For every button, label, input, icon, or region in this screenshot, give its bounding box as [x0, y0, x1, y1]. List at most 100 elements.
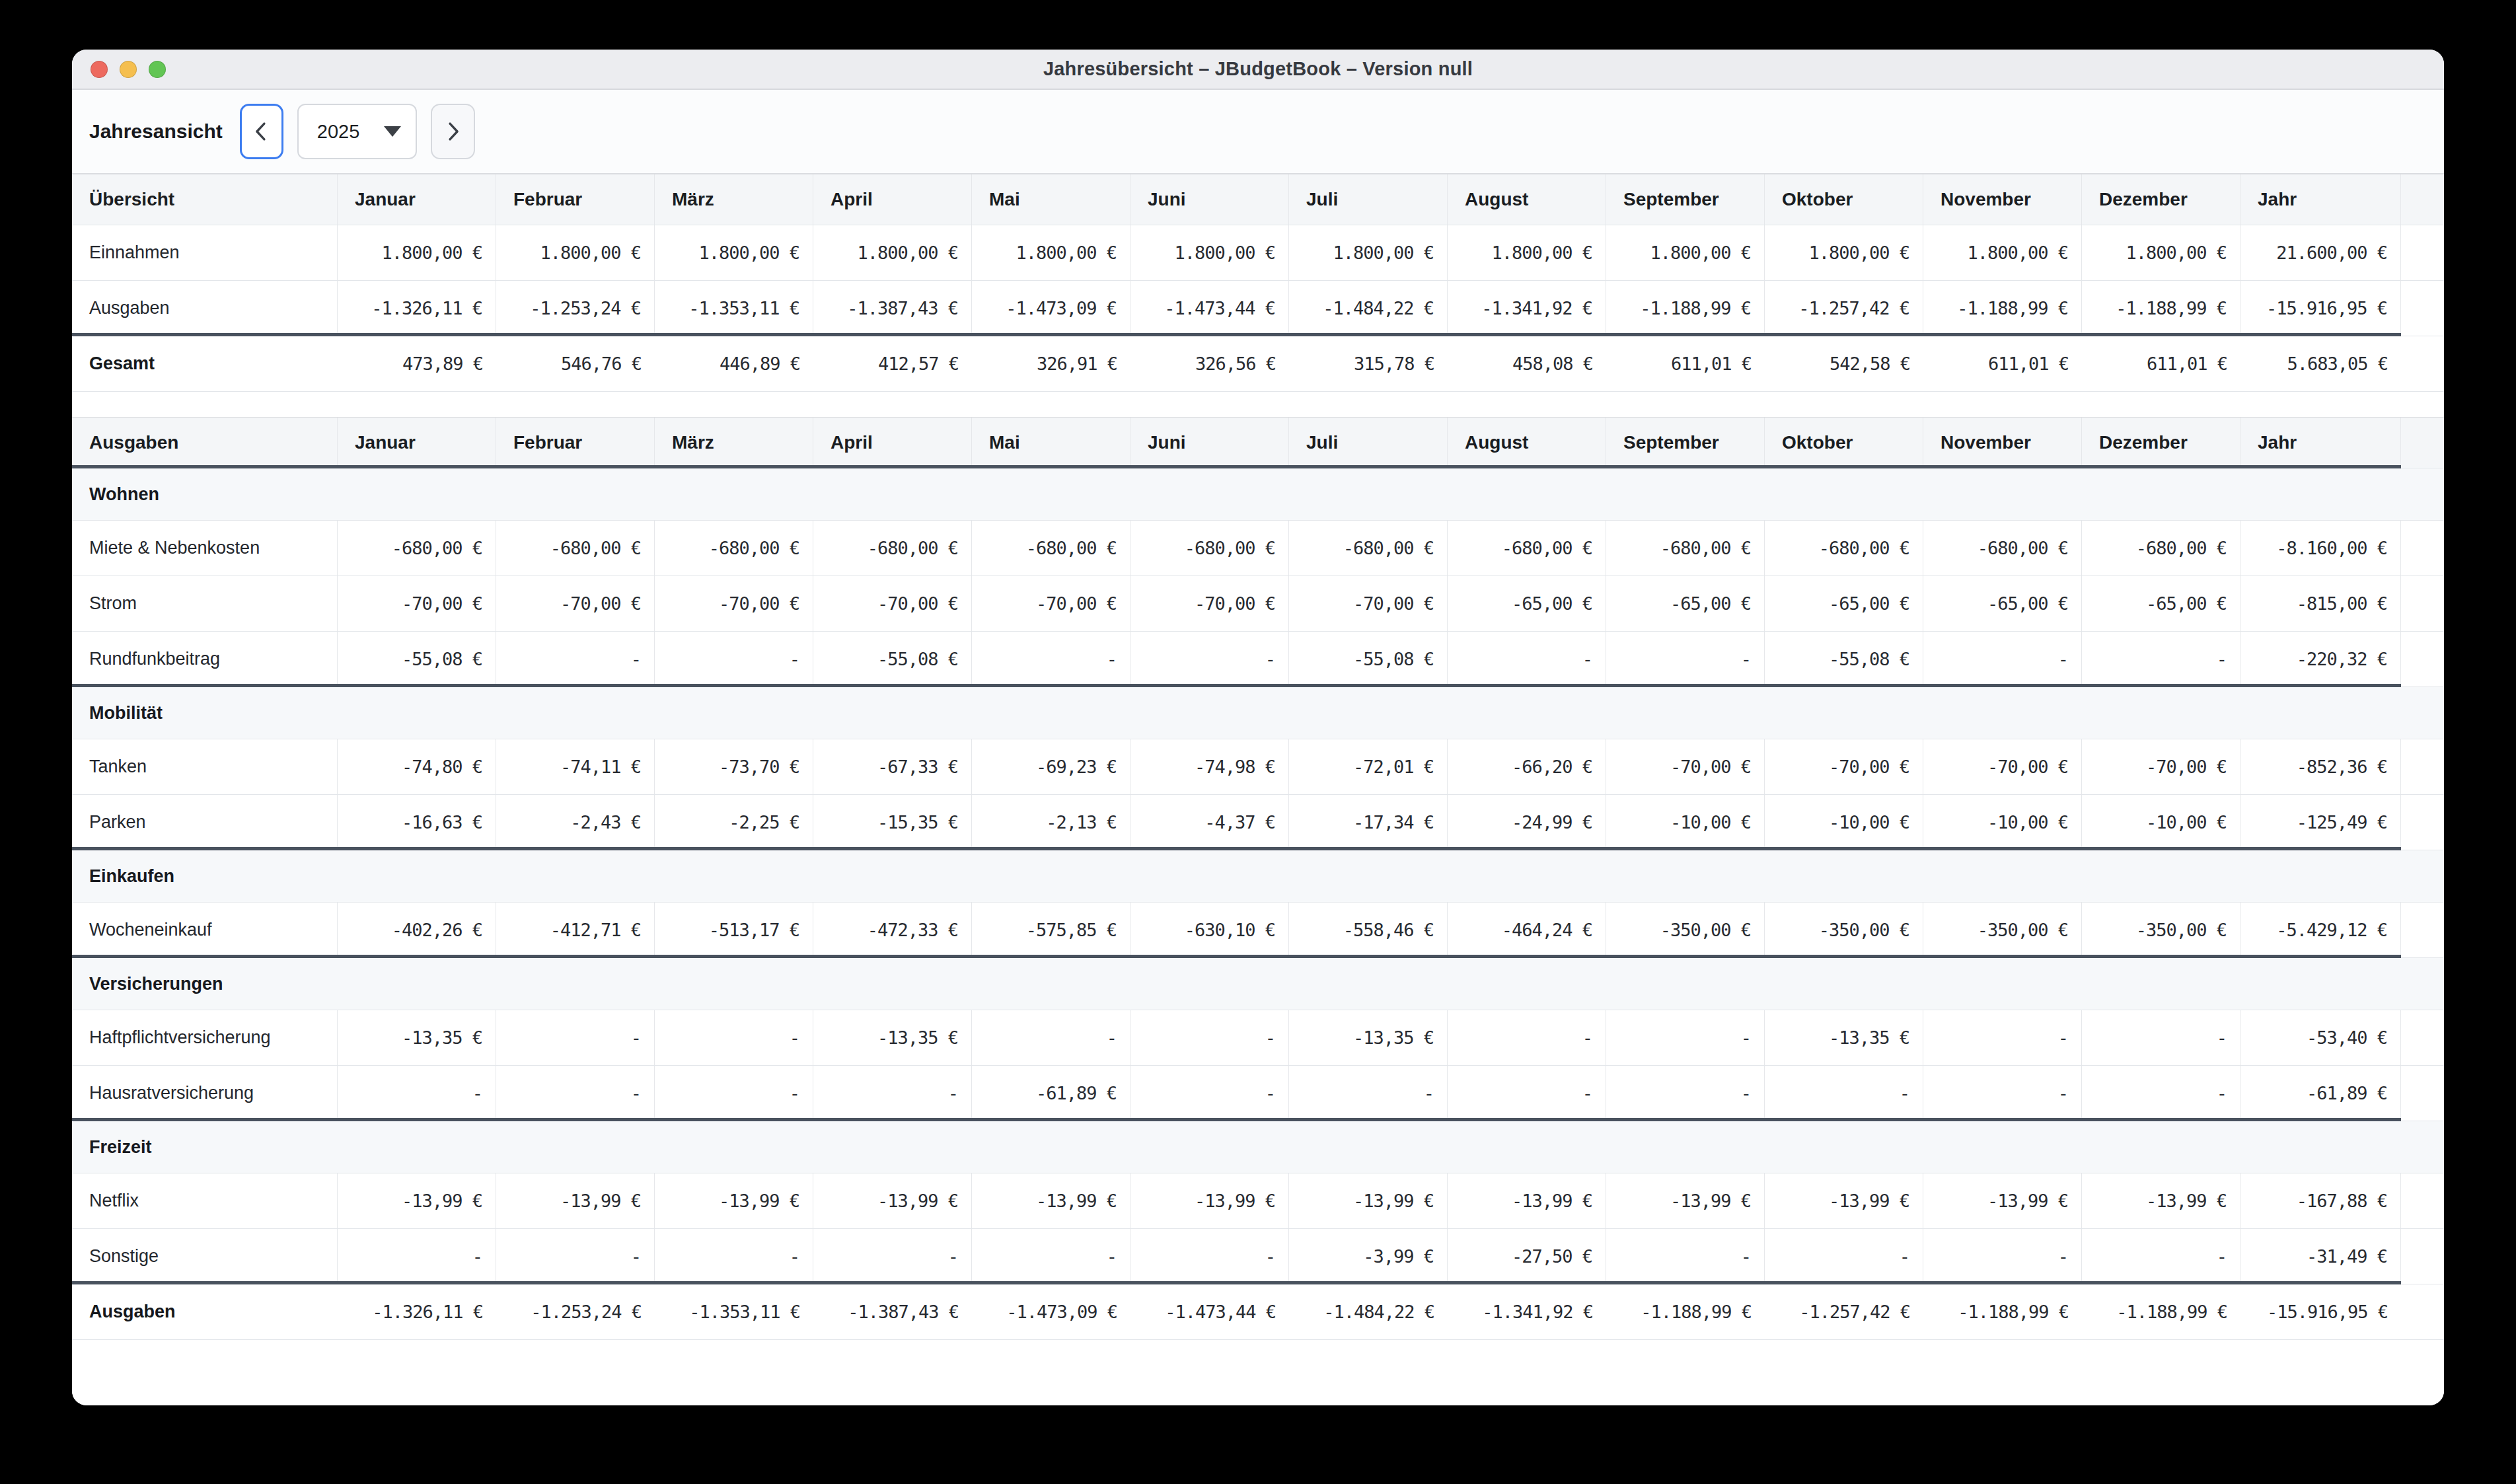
amount-cell[interactable]: -70,00 € [2082, 739, 2240, 794]
amount-cell[interactable]: -402,26 € [338, 903, 496, 957]
amount-cell[interactable]: - [655, 1010, 813, 1065]
amount-cell[interactable]: - [338, 1229, 496, 1284]
amount-cell[interactable]: 5.683,05 € [2240, 336, 2401, 391]
amount-cell[interactable]: -10,00 € [1606, 795, 1765, 850]
category-label[interactable]: Einkaufen [72, 850, 2444, 902]
amount-cell[interactable]: -13,99 € [655, 1173, 813, 1228]
amount-cell[interactable]: -15,35 € [813, 795, 972, 850]
amount-cell[interactable]: -8.160,00 € [2240, 521, 2401, 575]
amount-cell[interactable]: - [496, 1066, 655, 1121]
amount-cell[interactable]: 611,01 € [1606, 336, 1765, 391]
amount-cell[interactable]: -65,00 € [1448, 576, 1606, 631]
amount-cell[interactable]: -1.188,99 € [1923, 281, 2082, 336]
amount-cell[interactable]: - [1606, 1229, 1765, 1284]
amount-cell[interactable]: -13,99 € [1606, 1173, 1765, 1228]
amount-cell[interactable]: -13,99 € [2082, 1173, 2240, 1228]
amount-cell[interactable]: - [1923, 1010, 2082, 1065]
amount-cell[interactable]: -15.916,95 € [2240, 1284, 2401, 1339]
amount-cell[interactable]: - [1606, 1066, 1765, 1121]
amount-cell[interactable]: -1.188,99 € [2082, 1284, 2240, 1339]
previous-year-button[interactable] [240, 104, 283, 159]
amount-cell[interactable]: -852,36 € [2240, 739, 2401, 794]
amount-cell[interactable]: -680,00 € [1606, 521, 1765, 575]
amount-cell[interactable]: -1.188,99 € [2082, 281, 2240, 336]
amount-cell[interactable]: 1.800,00 € [496, 225, 655, 280]
amount-cell[interactable]: -1.188,99 € [1606, 1284, 1765, 1339]
amount-cell[interactable]: -472,33 € [813, 903, 972, 957]
amount-cell[interactable]: -73,70 € [655, 739, 813, 794]
amount-cell[interactable]: 1.800,00 € [1606, 225, 1765, 280]
amount-cell[interactable]: - [1289, 1066, 1448, 1121]
amount-cell[interactable]: -412,71 € [496, 903, 655, 957]
amount-cell[interactable]: -70,00 € [655, 576, 813, 631]
amount-cell[interactable]: -2,25 € [655, 795, 813, 850]
amount-cell[interactable]: - [1923, 632, 2082, 686]
amount-cell[interactable]: -55,08 € [813, 632, 972, 686]
amount-cell[interactable]: -10,00 € [2082, 795, 2240, 850]
amount-cell[interactable]: - [2082, 1010, 2240, 1065]
amount-cell[interactable]: -13,99 € [1130, 1173, 1289, 1228]
amount-cell[interactable]: -70,00 € [1765, 739, 1923, 794]
amount-cell[interactable]: 326,91 € [972, 336, 1130, 391]
amount-cell[interactable]: -27,50 € [1448, 1229, 1606, 1284]
amount-cell[interactable]: -513,17 € [655, 903, 813, 957]
amount-cell[interactable]: -55,08 € [1765, 632, 1923, 686]
amount-cell[interactable]: -1.253,24 € [496, 281, 655, 336]
row-label[interactable]: Ausgaben [72, 1284, 338, 1339]
row-label[interactable]: Hausratversicherung [72, 1066, 338, 1121]
amount-cell[interactable]: -1.341,92 € [1448, 1284, 1606, 1339]
amount-cell[interactable]: -125,49 € [2240, 795, 2401, 850]
amount-cell[interactable]: -70,00 € [813, 576, 972, 631]
amount-cell[interactable]: - [655, 632, 813, 686]
amount-cell[interactable]: -70,00 € [1130, 576, 1289, 631]
amount-cell[interactable]: -1.473,44 € [1130, 281, 1289, 336]
row-label[interactable]: Haftpflichtversicherung [72, 1010, 338, 1065]
amount-cell[interactable]: - [972, 632, 1130, 686]
amount-cell[interactable]: 315,78 € [1289, 336, 1448, 391]
amount-cell[interactable]: -13,99 € [1289, 1173, 1448, 1228]
amount-cell[interactable]: -1.326,11 € [338, 1284, 496, 1339]
amount-cell[interactable]: -13,99 € [1923, 1173, 2082, 1228]
amount-cell[interactable]: -680,00 € [972, 521, 1130, 575]
amount-cell[interactable]: -1.257,42 € [1765, 1284, 1923, 1339]
amount-cell[interactable]: -31,49 € [2240, 1229, 2401, 1284]
row-label[interactable]: Netflix [72, 1173, 338, 1228]
amount-cell[interactable]: -1.188,99 € [1606, 281, 1765, 336]
amount-cell[interactable]: -10,00 € [1923, 795, 2082, 850]
row-label[interactable]: Ausgaben [72, 281, 338, 336]
amount-cell[interactable]: 1.800,00 € [1923, 225, 2082, 280]
amount-cell[interactable]: - [1448, 1066, 1606, 1121]
amount-cell[interactable]: -74,98 € [1130, 739, 1289, 794]
amount-cell[interactable]: -1.473,44 € [1130, 1284, 1289, 1339]
amount-cell[interactable]: -167,88 € [2240, 1173, 2401, 1228]
amount-cell[interactable]: -55,08 € [1289, 632, 1448, 686]
amount-cell[interactable]: 1.800,00 € [655, 225, 813, 280]
amount-cell[interactable]: -67,33 € [813, 739, 972, 794]
next-year-button[interactable] [431, 104, 475, 159]
amount-cell[interactable]: -630,10 € [1130, 903, 1289, 957]
amount-cell[interactable]: 1.800,00 € [1289, 225, 1448, 280]
amount-cell[interactable]: 1.800,00 € [1448, 225, 1606, 280]
amount-cell[interactable]: -4,37 € [1130, 795, 1289, 850]
amount-cell[interactable]: - [1130, 1229, 1289, 1284]
amount-cell[interactable]: 1.800,00 € [972, 225, 1130, 280]
row-label[interactable]: Wocheneinkauf [72, 903, 338, 957]
amount-cell[interactable]: -13,99 € [972, 1173, 1130, 1228]
amount-cell[interactable]: -69,23 € [972, 739, 1130, 794]
amount-cell[interactable]: -1.257,42 € [1765, 281, 1923, 336]
amount-cell[interactable]: -16,63 € [338, 795, 496, 850]
close-button[interactable] [91, 61, 108, 78]
amount-cell[interactable]: -815,00 € [2240, 576, 2401, 631]
amount-cell[interactable]: 1.800,00 € [813, 225, 972, 280]
amount-cell[interactable]: -70,00 € [496, 576, 655, 631]
amount-cell[interactable]: -70,00 € [338, 576, 496, 631]
amount-cell[interactable]: 1.800,00 € [2082, 225, 2240, 280]
category-label[interactable]: Mobilität [72, 687, 2444, 739]
amount-cell[interactable]: -74,11 € [496, 739, 655, 794]
amount-cell[interactable]: -13,99 € [813, 1173, 972, 1228]
amount-cell[interactable]: -464,24 € [1448, 903, 1606, 957]
amount-cell[interactable]: -350,00 € [1923, 903, 2082, 957]
amount-cell[interactable]: - [655, 1066, 813, 1121]
amount-cell[interactable]: -24,99 € [1448, 795, 1606, 850]
amount-cell[interactable]: - [1765, 1066, 1923, 1121]
